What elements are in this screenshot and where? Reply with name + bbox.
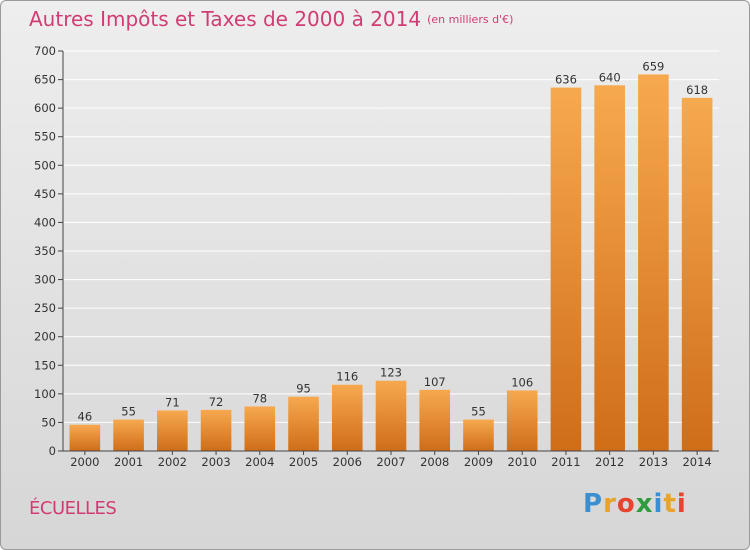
bar-2014[interactable] xyxy=(681,97,713,451)
logo-letter: P xyxy=(583,489,604,519)
data-label-2006: 116 xyxy=(336,370,358,384)
x-tick-label: 2009 xyxy=(464,455,493,469)
x-tick-label: 2000 xyxy=(70,455,99,469)
bars xyxy=(69,74,713,452)
y-tick-label: 400 xyxy=(34,215,56,229)
bar-2012[interactable] xyxy=(594,85,625,452)
data-label-2004: 78 xyxy=(252,391,267,405)
y-tick-label: 0 xyxy=(49,444,56,458)
y-tick-label: 300 xyxy=(34,273,56,287)
logo-letter: r xyxy=(603,489,617,519)
y-tick-label: 50 xyxy=(41,415,56,429)
y-tick-label: 650 xyxy=(34,73,56,87)
data-label-2007: 123 xyxy=(380,366,402,380)
data-label-2013: 659 xyxy=(642,59,664,73)
logo-letter: i xyxy=(676,489,687,519)
data-labels: 46 55 71 72 78 95 116 123 107 55 106 636 640 659 618 xyxy=(78,59,709,423)
x-tick-label: 2014 xyxy=(682,455,711,469)
chart-title: Autres Impôts et Taxes de 2000 à 2014 (en… xyxy=(29,7,513,31)
bar-2009[interactable] xyxy=(463,419,494,451)
logo-letter: x xyxy=(635,489,654,519)
proxiti-logo[interactable]: Proxiti xyxy=(583,489,687,519)
y-tick-label: 250 xyxy=(34,301,56,315)
x-tick-label: 2010 xyxy=(508,455,537,469)
bar-2001[interactable] xyxy=(113,419,144,451)
x-tick-label: 2007 xyxy=(376,455,405,469)
data-label-2014: 618 xyxy=(686,83,708,97)
bar-2000[interactable] xyxy=(69,424,101,451)
x-tick-label: 2012 xyxy=(595,455,624,469)
logo-letter: o xyxy=(616,489,636,519)
y-tick-label: 100 xyxy=(34,387,56,401)
y-tick-label: 450 xyxy=(34,187,56,201)
y-tick-label: 700 xyxy=(34,44,56,58)
chart-title-text: Autres Impôts et Taxes de 2000 à 2014 xyxy=(29,7,422,31)
bar-2007[interactable] xyxy=(375,380,407,451)
x-tick-label: 2004 xyxy=(245,455,274,469)
commune-name: ÉCUELLES xyxy=(29,498,117,519)
data-label-2005: 95 xyxy=(296,382,311,396)
data-label-2008: 107 xyxy=(424,375,446,389)
data-label-2001: 55 xyxy=(121,405,136,419)
y-tick-label: 350 xyxy=(34,244,56,258)
bar-2003[interactable] xyxy=(200,409,232,451)
x-tick-label: 2001 xyxy=(114,455,143,469)
x-tick-label: 2003 xyxy=(201,455,230,469)
x-tick-label: 2011 xyxy=(551,455,580,469)
data-label-2003: 72 xyxy=(209,395,224,409)
bar-2013[interactable] xyxy=(638,74,669,451)
data-label-2009: 55 xyxy=(471,405,486,419)
x-tick-label: 2006 xyxy=(333,455,362,469)
chart-unit: (en milliers d'€) xyxy=(427,13,514,26)
data-label-2002: 71 xyxy=(165,395,180,409)
bar-2010[interactable] xyxy=(506,390,538,451)
y-tick-label: 150 xyxy=(34,358,56,372)
data-label-2010: 106 xyxy=(511,375,533,389)
bar-2011[interactable] xyxy=(550,87,582,452)
x-tick-label: 2008 xyxy=(420,455,449,469)
y-tick-label: 200 xyxy=(34,330,56,344)
data-label-2012: 640 xyxy=(599,70,621,84)
x-tick-label: 2013 xyxy=(639,455,668,469)
logo-letter: i xyxy=(653,489,664,519)
y-tick-label: 550 xyxy=(34,130,56,144)
y-tick-label: 600 xyxy=(34,101,56,115)
bar-2004[interactable] xyxy=(244,406,276,451)
data-label-2000: 46 xyxy=(78,410,93,424)
bar-2008[interactable] xyxy=(419,389,451,451)
logo-letter: t xyxy=(663,489,677,519)
data-label-2011: 636 xyxy=(555,73,577,87)
bar-2002[interactable] xyxy=(157,410,188,451)
x-tick-label: 2002 xyxy=(158,455,187,469)
bar-2006[interactable] xyxy=(331,384,363,451)
bar-2005[interactable] xyxy=(288,396,319,451)
x-axis-ticks: 2000 2001 2002 2003 2004 2005 2006 2007 2008 2009… xyxy=(70,451,712,469)
x-tick-label: 2005 xyxy=(289,455,318,469)
y-tick-label: 500 xyxy=(34,158,56,172)
